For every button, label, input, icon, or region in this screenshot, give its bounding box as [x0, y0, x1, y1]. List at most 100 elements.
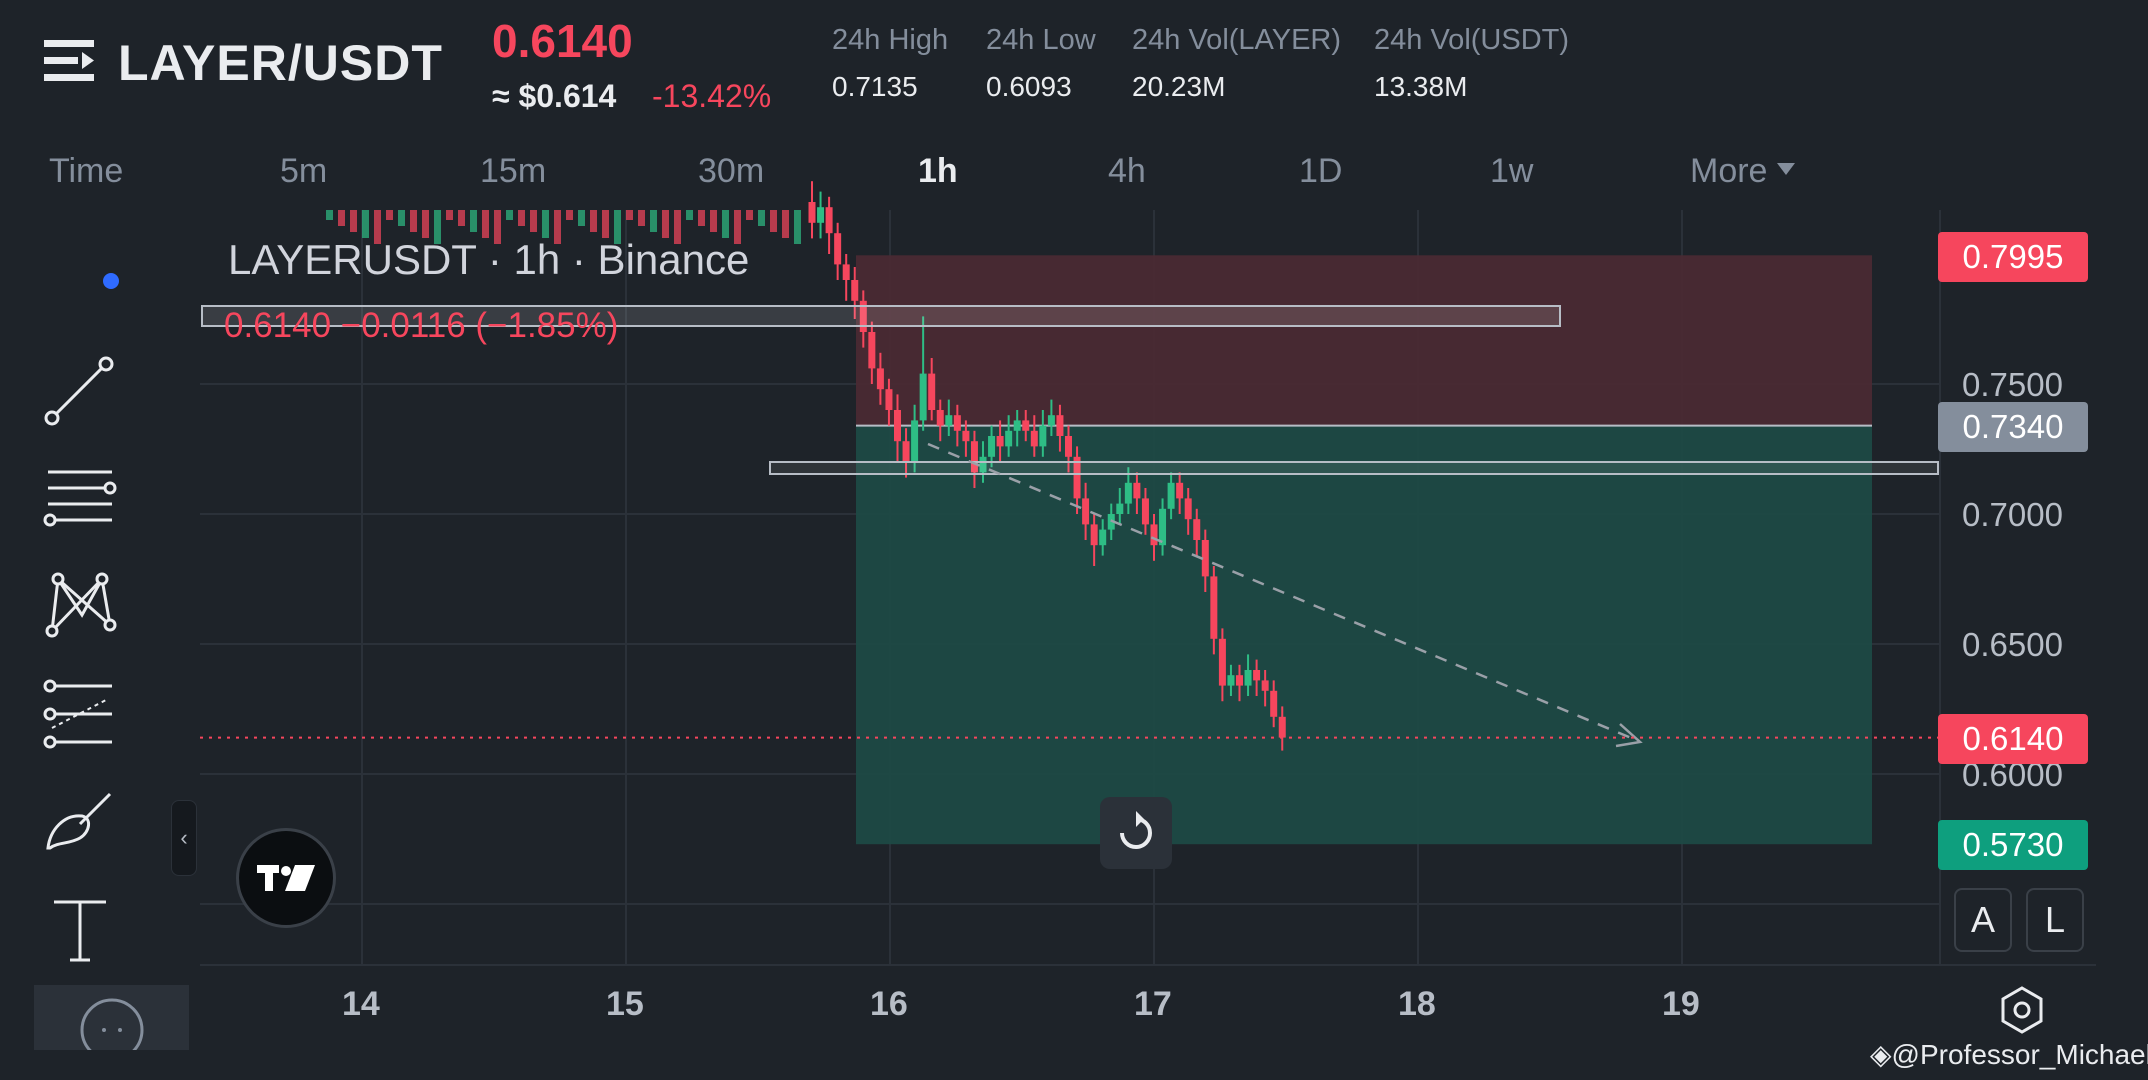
tab-15m[interactable]: 15m — [480, 152, 547, 190]
candle-body — [851, 280, 859, 301]
usd-price: ≈ $0.614 — [492, 78, 617, 114]
stat-value: 0.6093 — [986, 71, 1072, 102]
candle-body — [602, 210, 609, 238]
prediction-projection-icon[interactable] — [40, 676, 120, 756]
candle-body — [686, 210, 693, 220]
candle-body — [1005, 430, 1013, 447]
take-profit-zone — [856, 425, 1872, 845]
price-axis-label: 0.7500 — [1962, 366, 2063, 403]
chart-settings-icon[interactable] — [1996, 984, 2048, 1036]
collapse-toolbar-chevron-icon[interactable]: ‹ — [171, 800, 197, 876]
candle-body — [842, 264, 850, 280]
candle-body — [902, 441, 910, 462]
candle-body — [1047, 415, 1055, 426]
candle-body — [518, 210, 525, 226]
candle-body — [722, 210, 729, 238]
stop-loss-price-tag[interactable]: 0.7995 — [1938, 232, 2088, 282]
candle-body — [979, 456, 987, 473]
brush-icon[interactable] — [40, 784, 120, 864]
candle-body — [894, 410, 901, 442]
trend-line-icon[interactable] — [40, 350, 120, 430]
candle-body — [662, 210, 669, 238]
change-percent: -13.42% — [652, 78, 772, 114]
candle-body — [945, 415, 953, 426]
tab-5m[interactable]: 5m — [280, 152, 328, 190]
date-axis-label: 14 — [342, 985, 380, 1023]
candle-body — [936, 410, 944, 426]
reset-chart-button[interactable] — [1100, 797, 1172, 869]
candle-body — [446, 210, 453, 220]
candle-body — [782, 210, 789, 238]
stop-loss-zone — [856, 255, 1872, 426]
candle-body — [650, 210, 657, 232]
price-axis-label: 0.6500 — [1962, 626, 2063, 663]
text-icon[interactable] — [40, 890, 120, 970]
candle-body — [1099, 529, 1107, 546]
caret-down-icon — [1777, 163, 1796, 176]
tab-1d[interactable]: 1D — [1299, 152, 1343, 190]
more-tools-button[interactable] — [34, 985, 189, 1050]
cursor-dot-icon[interactable] — [103, 273, 119, 289]
candle-body — [962, 430, 970, 442]
candle-body — [698, 210, 705, 226]
candle-body — [470, 210, 477, 232]
candle-body — [566, 210, 573, 220]
candle-body — [734, 210, 741, 244]
tradingview-logo[interactable] — [236, 828, 336, 928]
drawing-overlays — [200, 305, 1940, 748]
tab-4h[interactable]: 4h — [1108, 152, 1146, 190]
timeframe-bar: Time 5m 15m 30m 1h 4h 1D 1w More — [0, 148, 2148, 204]
date-axis-label: 17 — [1134, 985, 1172, 1023]
candle-body — [1022, 420, 1030, 431]
stat-24h-vol-quote: 24h Vol(USDT) 13.38M — [1374, 24, 1569, 103]
candle-body — [1201, 540, 1209, 577]
candle-body — [1167, 482, 1175, 509]
log-scale-button[interactable]: L — [2026, 888, 2084, 952]
date-axis-label: 15 — [606, 985, 644, 1023]
hamburger-menu-icon[interactable] — [44, 38, 94, 84]
pattern-icon[interactable] — [40, 565, 120, 645]
candle-body — [996, 436, 1004, 447]
candle-body — [1082, 498, 1090, 525]
candle-body — [422, 210, 429, 238]
candle-body — [988, 436, 996, 457]
tab-1w[interactable]: 1w — [1490, 152, 1534, 190]
take-profit-price-tag[interactable]: 0.5730 — [1938, 820, 2088, 870]
candle-body — [868, 332, 876, 369]
candle-body — [458, 210, 465, 226]
candle-body — [674, 210, 681, 244]
tab-more[interactable]: More — [1690, 152, 1796, 191]
date-axis-label: 19 — [1662, 985, 1700, 1023]
candle-body — [919, 373, 927, 421]
candle-body — [1065, 436, 1072, 457]
candle-body — [1056, 415, 1064, 436]
stat-label: 24h Low — [986, 24, 1096, 56]
position-zones — [856, 255, 1872, 845]
trend-arrow-line — [927, 442, 1637, 742]
chart-ohlc-readout: 0.6140 −0.0116 (−1.85%) — [224, 306, 619, 345]
tab-1h[interactable]: 1h — [918, 152, 958, 190]
tab-30m[interactable]: 30m — [698, 152, 765, 190]
candle-body — [338, 210, 345, 226]
candle-body — [350, 210, 357, 232]
candle-body — [808, 202, 816, 223]
stat-24h-high: 24h High 0.7135 — [832, 24, 948, 103]
watermark-text: @Professor_Michael — [1891, 1039, 2148, 1070]
tab-time[interactable]: Time — [49, 152, 124, 190]
price-axis-label: 0.7000 — [1962, 496, 2063, 533]
ticker-header: LAYER/USDT 0.6140 ≈ $0.614 -13.42% 24h H… — [0, 0, 2148, 140]
candle-body — [970, 441, 978, 473]
candle-body — [482, 210, 489, 238]
candle-body — [1270, 690, 1278, 717]
auto-scale-button[interactable]: A — [1954, 888, 2012, 952]
entry-price-tag[interactable]: 0.7340 — [1938, 402, 2088, 452]
fib-retracement-icon[interactable] — [40, 460, 120, 540]
candle-body — [1039, 425, 1047, 447]
candle-body — [1244, 670, 1252, 686]
stat-label: 24h Vol(LAYER) — [1132, 24, 1342, 56]
candle-body — [1184, 498, 1192, 520]
candle-body — [614, 210, 621, 244]
candle-body — [928, 373, 936, 410]
trading-pair-title[interactable]: LAYER/USDT — [118, 35, 443, 91]
